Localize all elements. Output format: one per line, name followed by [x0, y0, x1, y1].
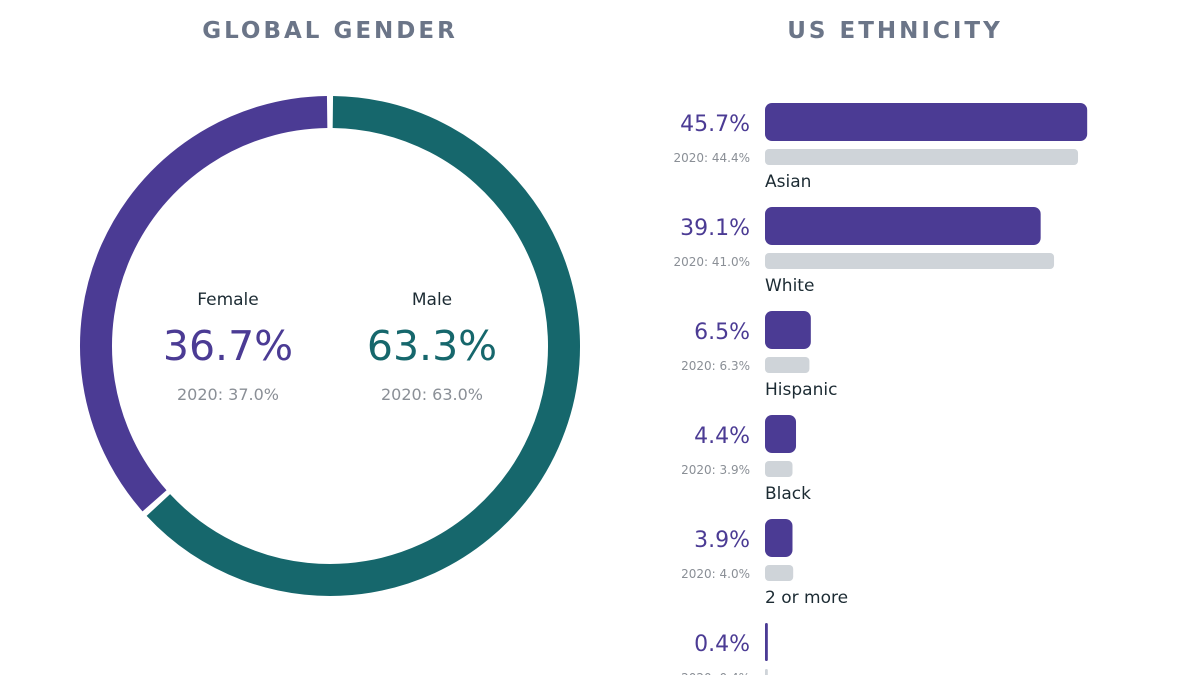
value-label-2021: 3.9%: [694, 528, 750, 553]
value-label-2021: 0.4%: [694, 632, 750, 657]
value-label-2020: 2020: 41.0%: [673, 255, 750, 269]
bar-2021: [765, 623, 768, 661]
category-label: Black: [765, 484, 811, 504]
donut-slice-male: [146, 96, 580, 596]
donut-slice-female: [80, 96, 328, 512]
male-prior-value: 2020: 63.0%: [381, 385, 483, 404]
bar-2020: [765, 253, 1055, 269]
bar-2020: [765, 461, 793, 477]
value-label-2020: 2020: 44.4%: [673, 151, 750, 165]
male-label: Male: [412, 290, 452, 310]
value-label-2020: 2020: 6.3%: [681, 359, 750, 373]
bar-2020: [765, 669, 768, 675]
value-label-2020: 2020: 4.0%: [681, 567, 750, 581]
bar-2021: [765, 415, 797, 453]
female-value: 36.7%: [163, 322, 293, 370]
value-label-2021: 6.5%: [694, 320, 750, 345]
gender-chart-title: GLOBAL GENDER: [202, 18, 458, 44]
value-label-2021: 39.1%: [680, 216, 750, 241]
value-label-2021: 45.7%: [680, 112, 750, 137]
bar-2021: [765, 207, 1041, 245]
value-label-2021: 4.4%: [694, 424, 750, 449]
category-label: 2 or more: [765, 588, 848, 608]
female-label: Female: [197, 290, 258, 310]
gender-donut-chart: Female 36.7% 2020: 37.0% Male 63.3% 2020…: [80, 96, 580, 596]
bar-2021: [765, 519, 793, 557]
bar-2020: [765, 357, 810, 373]
bar-2020: [765, 149, 1079, 165]
bar-2021: [765, 311, 811, 349]
bar-2020: [765, 565, 794, 581]
male-value: 63.3%: [367, 322, 497, 370]
bar-2021: [765, 103, 1088, 141]
category-label: White: [765, 276, 814, 296]
ethnicity-chart-title: US ETHNICITY: [787, 18, 1003, 44]
female-prior-value: 2020: 37.0%: [177, 385, 279, 404]
value-label-2020: 2020: 0.4%: [681, 671, 750, 675]
category-label: Asian: [765, 172, 811, 192]
category-label: Hispanic: [765, 380, 837, 400]
value-label-2020: 2020: 3.9%: [681, 463, 750, 477]
